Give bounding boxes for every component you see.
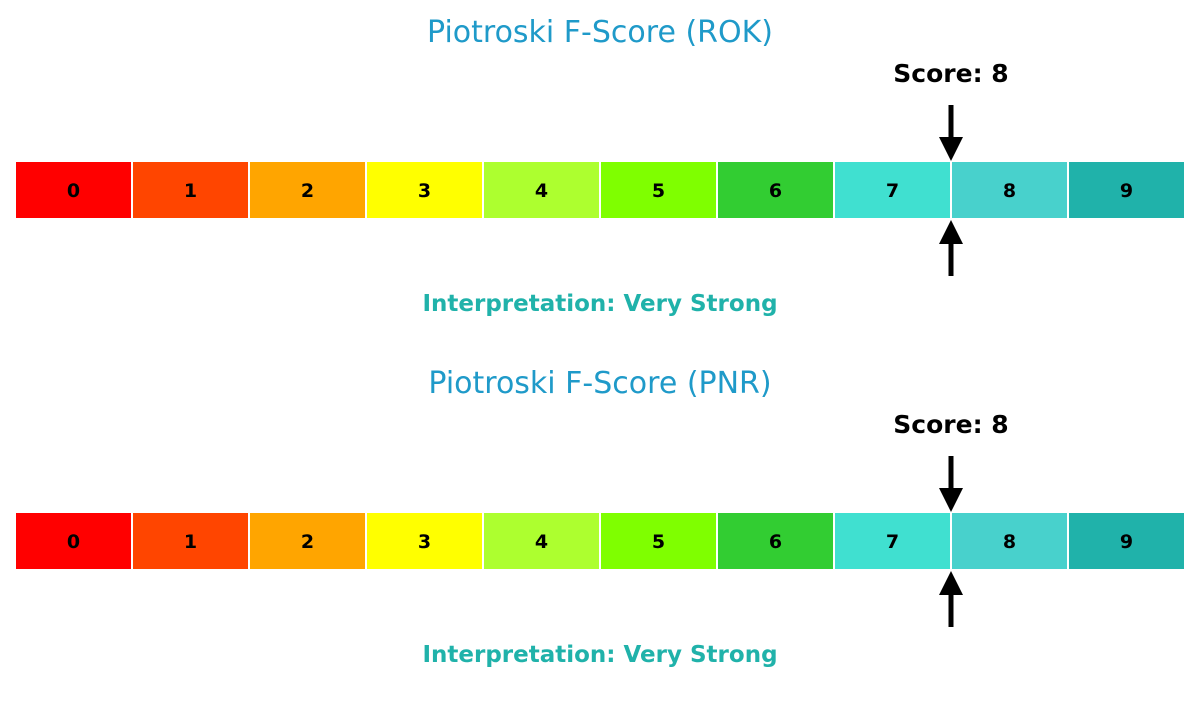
segment-label: 3	[418, 180, 431, 202]
score-segment-0	[14, 511, 133, 571]
score-segment-9	[1067, 160, 1186, 220]
interpretation-label: Interpretation: Very Strong	[422, 642, 777, 668]
segment-label: 8	[1003, 531, 1016, 553]
score-segment-5	[599, 511, 718, 571]
score-label: Score: 8	[893, 410, 1008, 439]
chart-title: Piotroski F-Score (ROK)	[427, 15, 773, 50]
arrow-up-icon	[939, 220, 963, 244]
score-segment-1	[131, 160, 250, 220]
score-segment-1	[131, 511, 250, 571]
score-segment-6	[716, 160, 835, 220]
segment-label: 9	[1120, 531, 1133, 553]
segment-label: 6	[769, 531, 782, 553]
segment-label: 4	[535, 531, 548, 553]
score-segment-0	[14, 160, 133, 220]
segment-label: 4	[535, 180, 548, 202]
segment-label: 9	[1120, 180, 1133, 202]
score-segment-9	[1067, 511, 1186, 571]
interpretation-label: Interpretation: Very Strong	[422, 291, 777, 317]
segment-label: 2	[301, 180, 314, 202]
arrow-down-icon	[939, 488, 963, 512]
score-segment-2	[248, 160, 367, 220]
arrow-up-icon	[939, 571, 963, 595]
score-segment-7	[833, 160, 952, 220]
segment-label: 5	[652, 531, 665, 553]
arrow-down-icon	[939, 137, 963, 161]
segment-label: 3	[418, 531, 431, 553]
chart-title: Piotroski F-Score (PNR)	[428, 366, 771, 401]
score-segment-3	[365, 511, 484, 571]
score-segment-4	[482, 511, 601, 571]
score-segment-6	[716, 511, 835, 571]
segment-label: 5	[652, 180, 665, 202]
segment-label: 1	[184, 531, 197, 553]
gauge-panel: Piotroski F-Score (PNR) 0 1 2 3 4 5 6 7 8 9 Score: …	[14, 366, 1186, 668]
gauge-panel: Piotroski F-Score (ROK) 0 1 2 3 4 5 6 7 8 9 Score: …	[14, 15, 1186, 317]
segment-label: 0	[67, 180, 80, 202]
segment-label: 7	[886, 180, 899, 202]
segment-label: 1	[184, 180, 197, 202]
segment-label: 8	[1003, 180, 1016, 202]
score-segment-4	[482, 160, 601, 220]
segment-label: 2	[301, 531, 314, 553]
score-segment-5	[599, 160, 718, 220]
segment-label: 0	[67, 531, 80, 553]
score-segment-8	[950, 160, 1069, 220]
segment-label: 6	[769, 180, 782, 202]
score-label: Score: 8	[893, 59, 1008, 88]
segment-label: 7	[886, 531, 899, 553]
